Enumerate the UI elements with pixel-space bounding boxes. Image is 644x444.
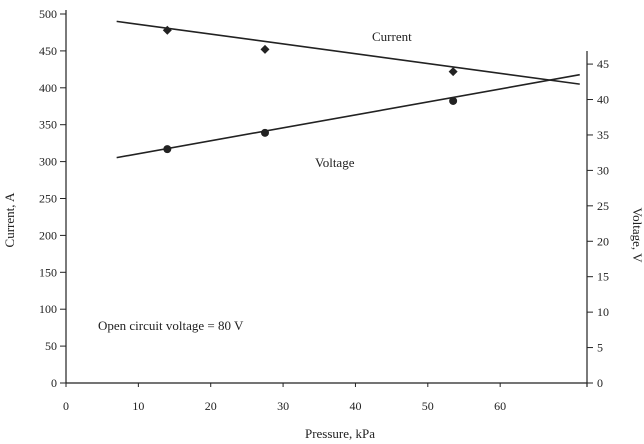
- data-markers: [162, 25, 458, 154]
- data-point-voltage: [449, 96, 458, 105]
- tick-marks: [60, 13, 593, 387]
- y2-tick-label: 10: [597, 305, 609, 319]
- x-axis-title: Pressure, kPa: [305, 426, 375, 441]
- y-tick-label: 50: [45, 339, 57, 353]
- y2-tick-label: 25: [597, 199, 609, 213]
- y-tick-label: 0: [51, 376, 57, 390]
- y2-tick-label: 5: [597, 341, 603, 355]
- y-axis-title: Current, A: [2, 192, 17, 247]
- data-point-current: [260, 44, 270, 54]
- y2-tick-label: 20: [597, 234, 609, 248]
- y-tick-label: 350: [39, 118, 57, 132]
- y-tick-label: 100: [39, 302, 57, 316]
- series-label-current: Current: [372, 29, 412, 44]
- data-point-voltage: [163, 145, 172, 154]
- x-tick-label: 60: [494, 399, 506, 413]
- tick-labels: 0 10 20 30 40 50 60050100150200250300350400450…: [39, 7, 609, 413]
- data-point-current: [162, 25, 172, 35]
- y-tick-label: 500: [39, 7, 57, 21]
- x-tick-label: 30: [277, 399, 289, 413]
- y2-tick-label: 35: [597, 128, 609, 142]
- y-tick-label: 450: [39, 44, 57, 58]
- y-tick-label: 250: [39, 192, 57, 206]
- x-tick-label: 20: [205, 399, 217, 413]
- x-tick-label: 40: [349, 399, 361, 413]
- series-label-voltage: Voltage: [315, 155, 355, 170]
- y2-tick-label: 45: [597, 57, 609, 71]
- y-tick-label: 150: [39, 265, 57, 279]
- y2-axis-title: Voltage, V: [630, 207, 644, 263]
- annotation-open-circuit: Open circuit voltage = 80 V: [98, 318, 244, 333]
- series-line-current: [116, 20, 580, 85]
- y2-tick-label: 15: [597, 270, 609, 284]
- y-tick-label: 200: [39, 228, 57, 242]
- y2-tick-label: 40: [597, 93, 609, 107]
- fit-lines: [116, 20, 580, 159]
- y2-tick-label: 30: [597, 163, 609, 177]
- y-tick-label: 300: [39, 155, 57, 169]
- x-tick-label: 0: [63, 399, 69, 413]
- data-point-voltage: [260, 128, 269, 137]
- y2-tick-label: 0: [597, 376, 603, 390]
- y-tick-label: 400: [39, 81, 57, 95]
- data-point-current: [448, 67, 458, 77]
- x-tick-label: 10: [132, 399, 144, 413]
- series-line-voltage: [116, 73, 580, 159]
- x-tick-label: 50: [422, 399, 434, 413]
